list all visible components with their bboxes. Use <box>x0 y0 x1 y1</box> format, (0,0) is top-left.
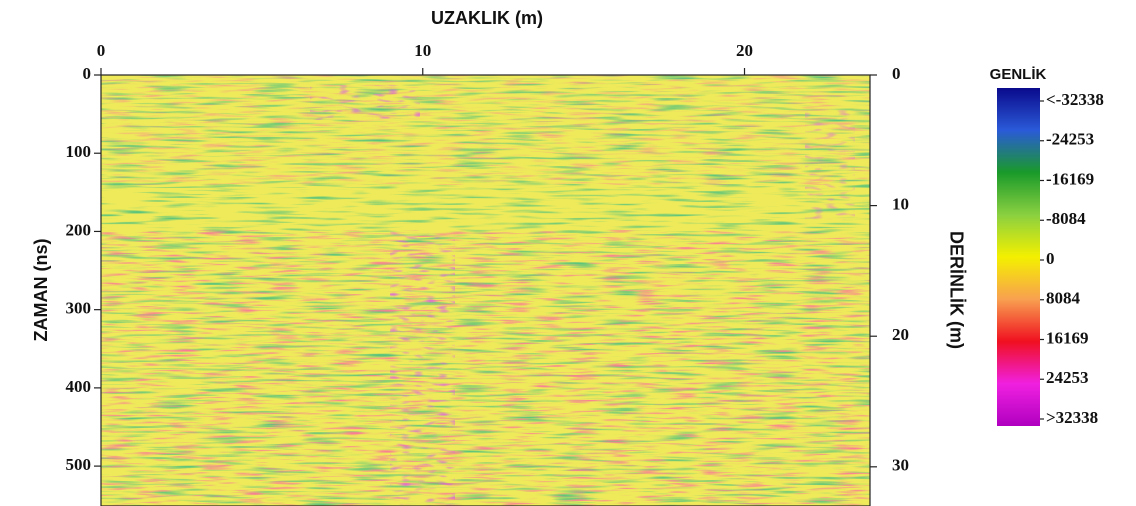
y-axis-label: ZAMAN (ns) <box>31 239 51 342</box>
colorbar-tick-label: 0 <box>1046 249 1055 268</box>
colorbar-tick-label: -8084 <box>1046 209 1086 228</box>
x-tick-label: 10 <box>414 41 431 60</box>
radargram-image <box>101 75 870 506</box>
y2-tick-label: 20 <box>892 325 909 344</box>
y2-tick-label: 30 <box>892 456 909 475</box>
colorbar-tick-label: >32338 <box>1046 408 1098 427</box>
colorbar-tick-label: 16169 <box>1046 328 1089 347</box>
x-tick-label: 0 <box>97 41 106 60</box>
colorbar <box>997 88 1040 426</box>
plot-frame <box>100 74 871 506</box>
colorbar-tick-label: 8084 <box>1046 289 1081 308</box>
y-tick-label: 200 <box>66 220 92 239</box>
colorbar-title: GENLİK <box>990 66 1047 83</box>
y-tick-label: 0 <box>83 64 92 83</box>
y-tick-label: 100 <box>66 142 92 161</box>
x-axis-label: UZAKLIK (m) <box>431 8 543 28</box>
y2-tick-label: 10 <box>892 195 909 214</box>
colorbar-tick-label: <-32338 <box>1046 90 1104 109</box>
y-tick-label: 500 <box>66 455 92 474</box>
colorbar-tick-label: -16169 <box>1046 169 1094 188</box>
y-tick-label: 400 <box>66 377 92 396</box>
y-tick-label: 300 <box>66 299 92 318</box>
y2-tick-label: 0 <box>892 64 901 83</box>
colorbar-tick-label: 24253 <box>1046 368 1089 387</box>
x-tick-label: 20 <box>736 41 753 60</box>
y2-axis-label: DERİNLİK (m) <box>946 231 966 349</box>
colorbar-tick-label: -24253 <box>1046 130 1094 149</box>
